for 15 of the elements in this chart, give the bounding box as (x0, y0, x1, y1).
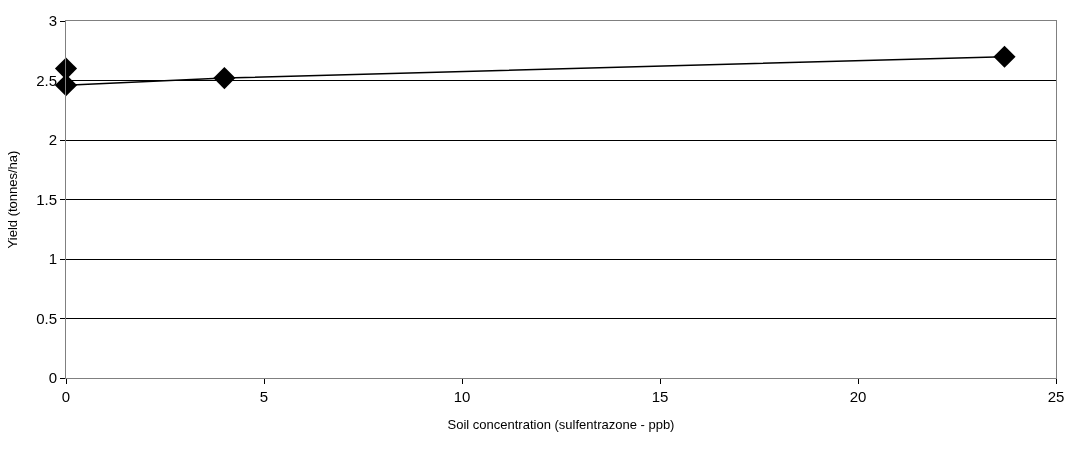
y-tick-label: 2.5 (36, 71, 57, 89)
x-tick-label: 10 (453, 388, 471, 405)
y-tick-label: 1.5 (36, 190, 57, 208)
x-tick-label: 0 (61, 388, 71, 405)
x-tick-label: 15 (651, 388, 669, 405)
x-axis-title: Soil concentration (sulfentrazone - ppb) (447, 416, 675, 432)
x-tick-label: 20 (849, 388, 867, 405)
y-tick-label: 0 (48, 369, 57, 387)
y-tick-label: 0.5 (36, 309, 57, 327)
x-tick-label: 25 (1047, 388, 1065, 405)
y-tick-label: 3 (48, 12, 57, 30)
x-tick-label: 5 (259, 388, 269, 405)
y-tick-label: 1 (48, 250, 57, 268)
y-axis-title: Yield (tonnes/ha) (5, 150, 21, 249)
y-tick-label: 2 (48, 131, 57, 149)
